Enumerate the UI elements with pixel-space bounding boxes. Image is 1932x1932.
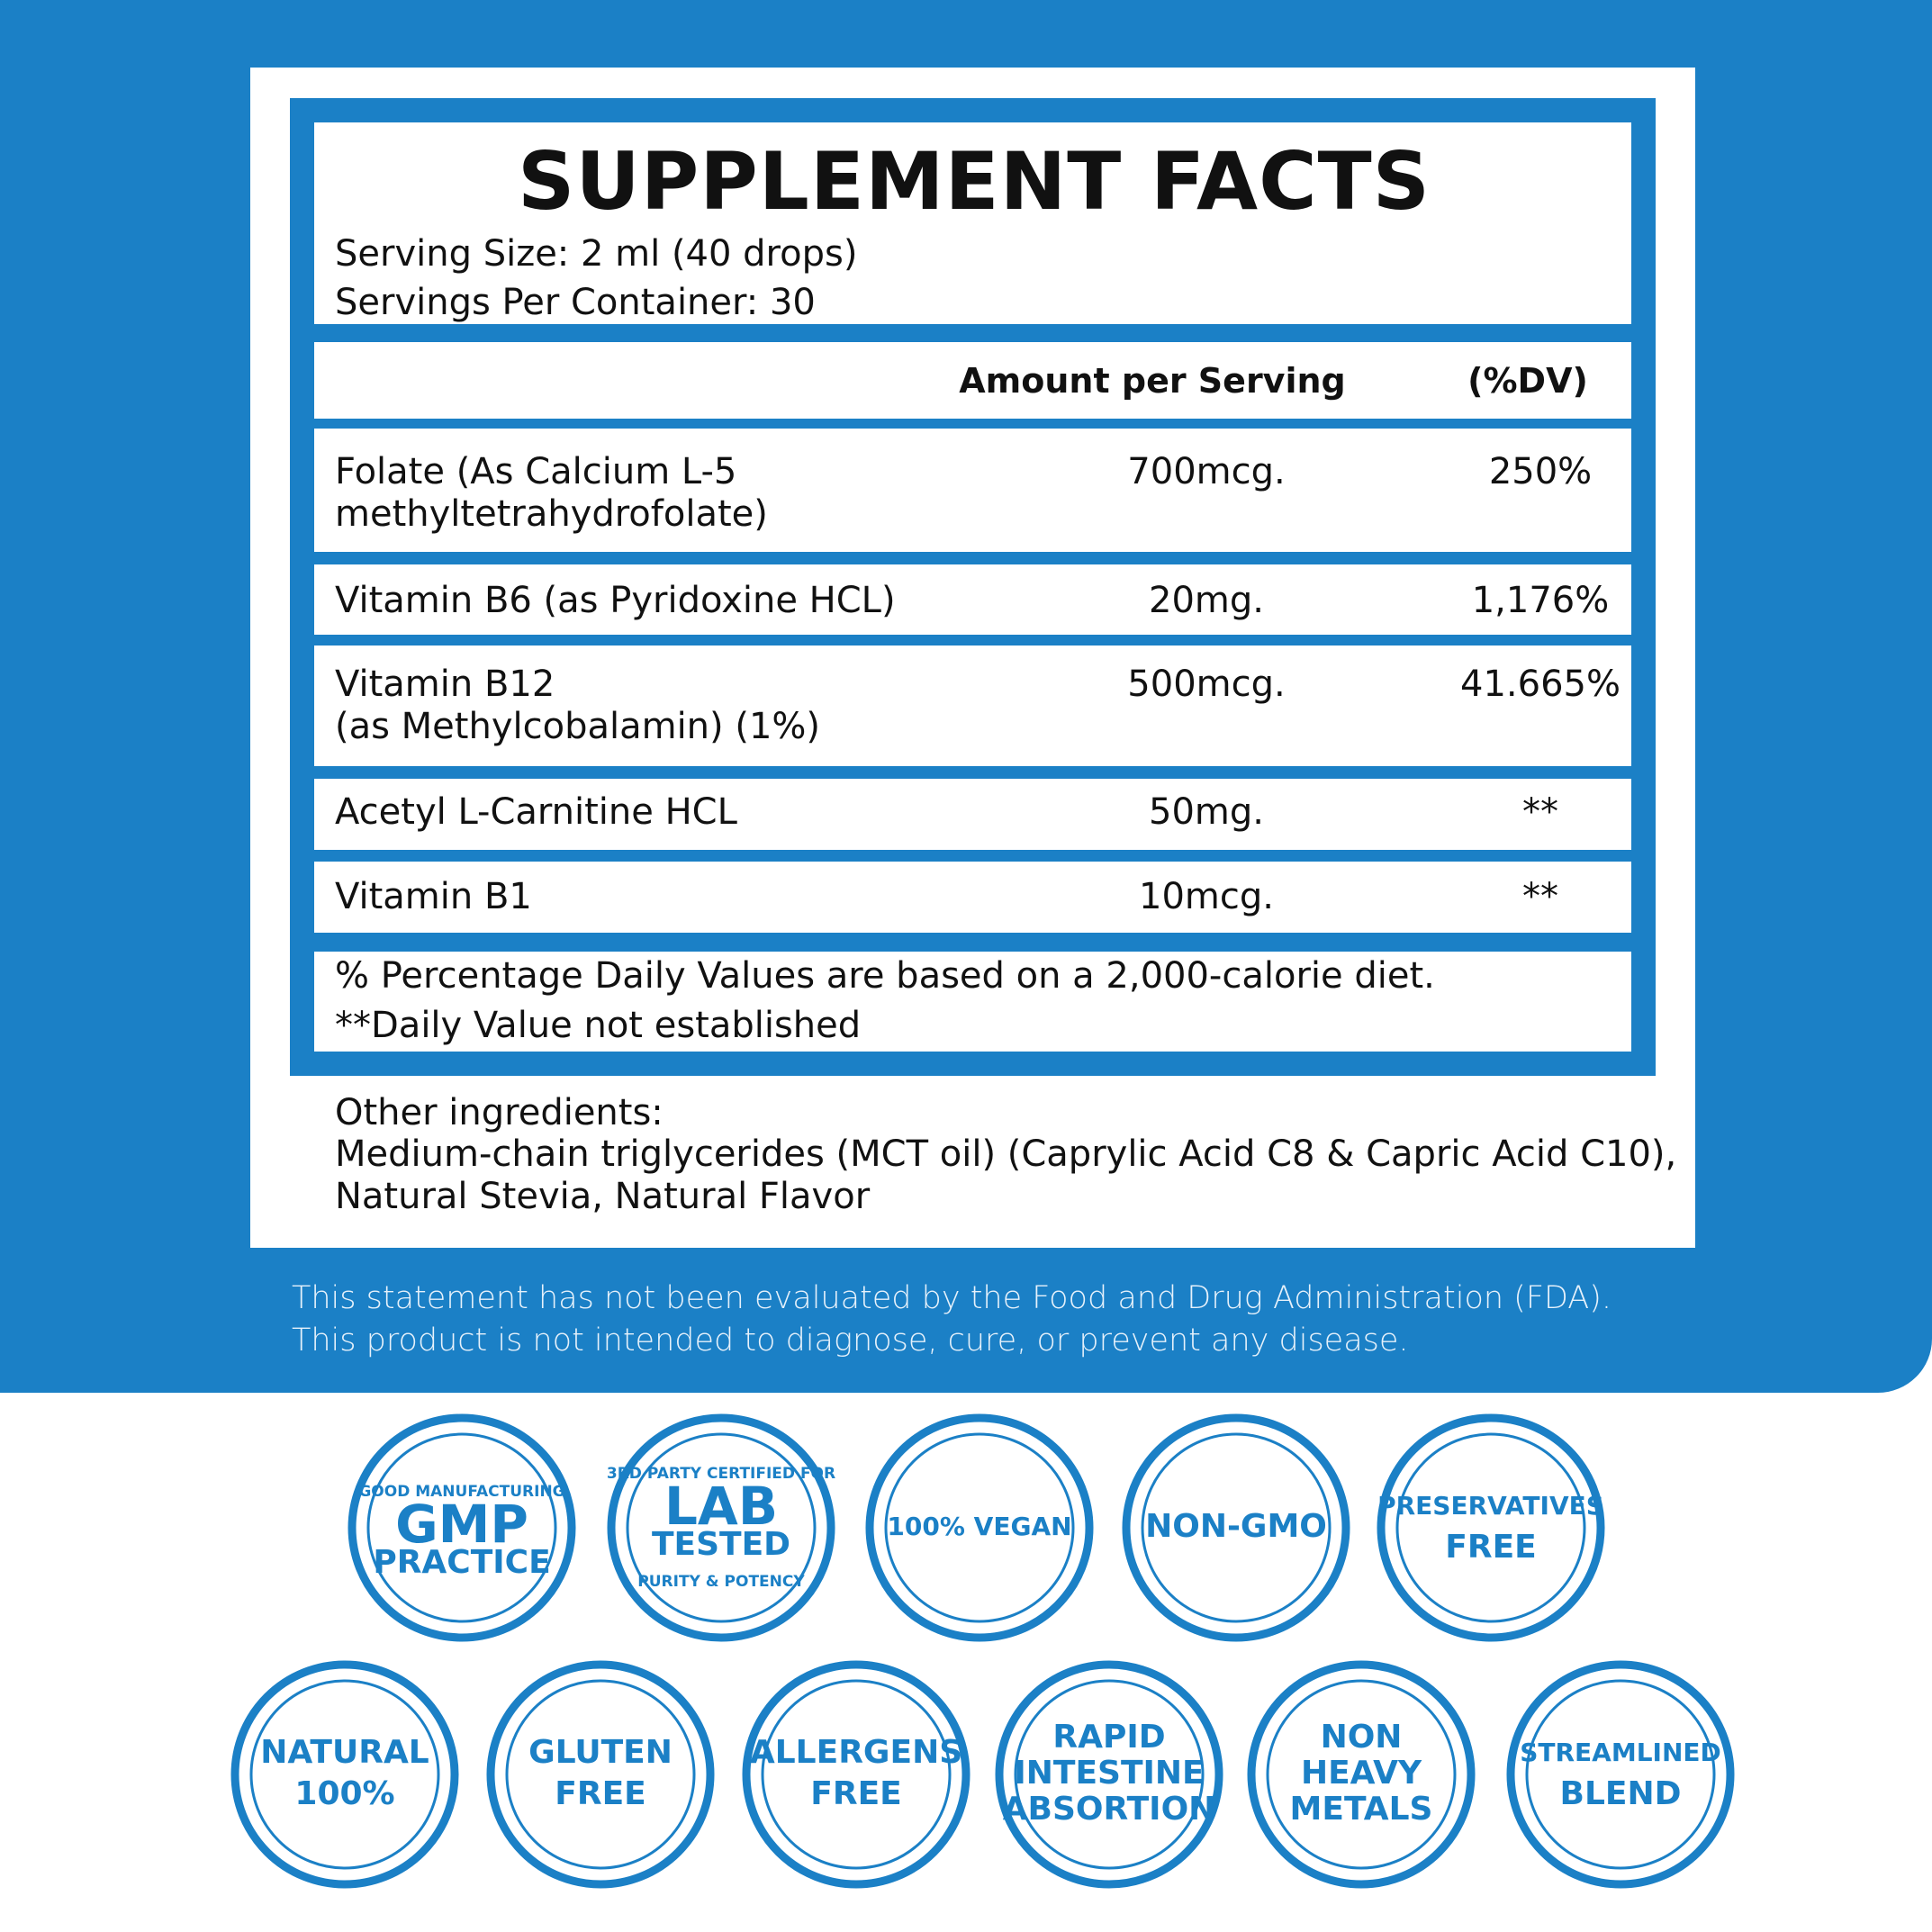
other-ingredients-heading: Other ingredients:: [335, 1092, 664, 1133]
badge-text: PURITY & POTENCY: [637, 1573, 805, 1591]
nutrient-name: methyltetrahydrofolate): [335, 493, 768, 535]
badge-ring: [486, 1660, 715, 1889]
badge-text: PRACTICE: [373, 1544, 550, 1581]
separator: [314, 850, 1634, 862]
separator: [314, 635, 1634, 646]
badge-text: 100%: [294, 1775, 394, 1812]
badge-text: 3RD PARTY CERTIFIED FOR: [607, 1465, 835, 1483]
badge-ring: [742, 1660, 971, 1889]
badge-inner-ring: [1525, 1679, 1716, 1870]
disclaimer: This product is not intended to diagnose…: [292, 1323, 1409, 1359]
footnote: % Percentage Daily Values are based on a…: [335, 955, 1435, 997]
nutrient-name: Acetyl L-Carnitine HCL: [335, 791, 737, 833]
badge-ring: [995, 1660, 1223, 1889]
badge-text: FREE: [810, 1775, 902, 1812]
badge-text: FREE: [555, 1775, 646, 1812]
badge-text: METALS: [1290, 1791, 1433, 1828]
badge-inner-ring: [1266, 1679, 1457, 1870]
badge-inner-ring: [366, 1432, 557, 1623]
badge-ring: [865, 1413, 1094, 1642]
nutrient-name: Vitamin B6 (as Pyridoxine HCL): [335, 580, 896, 621]
badge-ring: [1506, 1660, 1735, 1889]
footnote: **Daily Value not established: [335, 1005, 862, 1046]
separator: [314, 552, 1634, 564]
servings-per-container: Servings Per Container: 30: [335, 282, 816, 323]
badge-text: GMP: [395, 1494, 528, 1555]
badge-inner-ring: [884, 1432, 1075, 1623]
daily-value: **: [1522, 876, 1558, 917]
badge-text: BLEND: [1560, 1775, 1682, 1812]
separator: [314, 419, 1634, 429]
badge-ring: [1247, 1660, 1476, 1889]
badge-text: GLUTEN: [528, 1734, 673, 1771]
badge-inner-ring: [249, 1679, 440, 1870]
amount: 500mcg.: [1127, 664, 1286, 705]
badge-text: NON: [1321, 1719, 1403, 1756]
other-ingredients: Natural Stevia, Natural Flavor: [335, 1176, 871, 1217]
badge-text: FREE: [1445, 1529, 1537, 1566]
nutrient-name: Vitamin B12: [335, 664, 555, 705]
badge-ring: [1122, 1413, 1350, 1642]
badge-text: GOOD MANUFACTURING: [358, 1483, 564, 1501]
badge-text: HEAVY: [1301, 1755, 1422, 1792]
badge-ring: [1377, 1413, 1605, 1642]
badge-inner-ring: [505, 1679, 696, 1870]
badge-text: ABSORTION: [1003, 1791, 1216, 1828]
separator: [314, 933, 1634, 952]
separator: [314, 324, 1634, 342]
badge-text: NATURAL: [260, 1734, 429, 1771]
nutrient-name: Folate (As Calcium L-5: [335, 451, 737, 492]
daily-value: 250%: [1488, 451, 1593, 492]
badge-inner-ring: [761, 1679, 952, 1870]
amount: 20mg.: [1149, 580, 1264, 621]
facts-box: [290, 98, 1656, 1076]
badge-ring: [230, 1660, 459, 1889]
badge-inner-ring: [1395, 1432, 1586, 1623]
badge-ring: [607, 1413, 835, 1642]
other-ingredients: Medium-chain triglycerides (MCT oil) (Ca…: [335, 1133, 1677, 1175]
daily-value: 41.665%: [1460, 664, 1621, 705]
title: SUPPLEMENT FACTS: [517, 135, 1431, 228]
disclaimer: This statement has not been evaluated by…: [292, 1280, 1612, 1316]
amount: 700mcg.: [1127, 451, 1286, 492]
nutrient-name: (as Methylcobalamin) (1%): [335, 706, 821, 747]
badge-inner-ring: [1014, 1679, 1205, 1870]
daily-value: 1,176%: [1471, 580, 1610, 621]
badge-text: RAPID: [1052, 1719, 1165, 1756]
header-dv: (%DV): [1467, 361, 1588, 401]
separator: [314, 766, 1634, 779]
amount: 10mcg.: [1139, 876, 1274, 917]
serving-size: Serving Size: 2 ml (40 drops): [335, 233, 858, 275]
header-amount: Amount per Serving: [959, 361, 1346, 401]
amount: 50mg.: [1149, 791, 1264, 833]
badge-text: TESTED: [652, 1526, 790, 1563]
badge-text: LAB: [664, 1476, 778, 1537]
badge-text: INTESTINE: [1014, 1755, 1204, 1792]
badge-inner-ring: [1141, 1432, 1332, 1623]
badge-text: PRESERVATIVES: [1377, 1491, 1604, 1521]
badge-text: ALLERGENS: [750, 1734, 962, 1771]
badge-text: 100% VEGAN: [887, 1512, 1071, 1541]
nutrient-name: Vitamin B1: [335, 876, 532, 917]
badge-ring: [348, 1413, 576, 1642]
daily-value: **: [1522, 791, 1558, 833]
badge-inner-ring: [626, 1432, 817, 1623]
badge-text: NON-GMO: [1145, 1508, 1327, 1545]
badge-text: STREAMLINED: [1520, 1738, 1721, 1767]
